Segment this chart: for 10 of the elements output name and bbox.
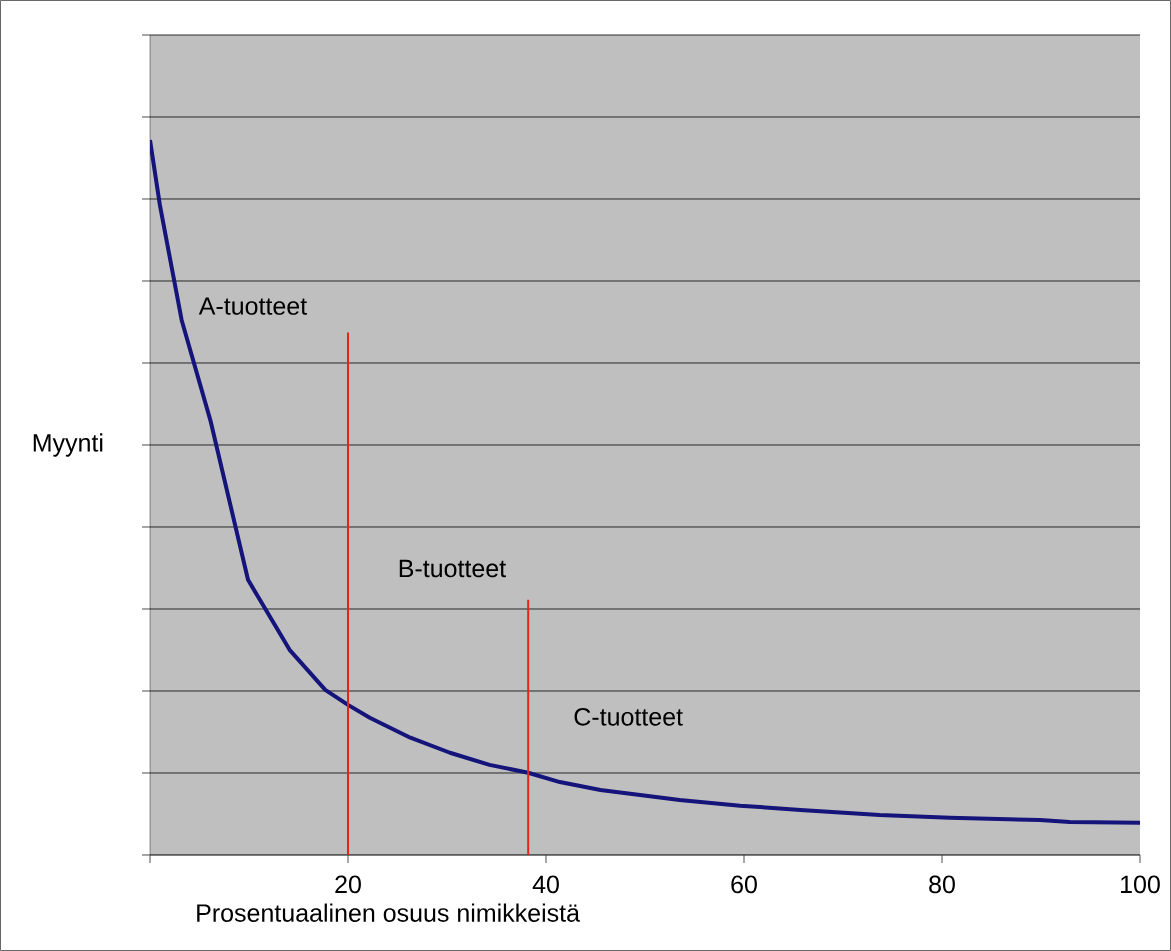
annotation: A-tuotteet — [198, 297, 307, 315]
x-tick-label: 80 — [929, 875, 955, 894]
annotation: B-tuotteet — [399, 559, 506, 578]
x-tick-label: 100 — [1121, 875, 1160, 894]
annotation: C-tuotteet — [574, 707, 683, 726]
x-tick-label: 20 — [335, 875, 361, 894]
x-tick-label: 60 — [731, 875, 757, 894]
y-axis-title: Myynti — [33, 433, 103, 457]
x-axis-title: Prosentuaalinen osuus nimikkeistä — [197, 903, 580, 922]
x-tick-label: 40 — [532, 875, 559, 894]
